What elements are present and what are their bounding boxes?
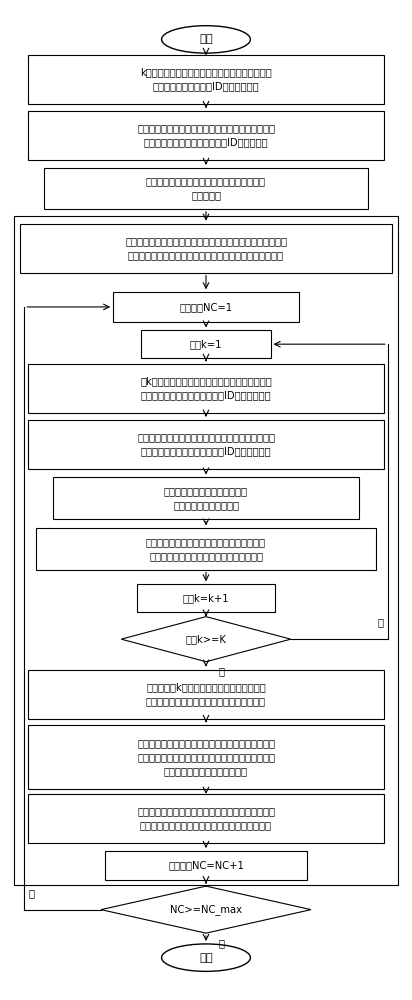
Polygon shape (121, 617, 291, 662)
Text: 目的节点收到前向蚂蚁后产生后向蚂蚁，并携带对应
前向蚂蚁的信息以及中间节点的ID号和路径信息: 目的节点收到前向蚂蚁后产生后向蚂蚁，并携带对应 前向蚂蚁的信息以及中间节点的ID… (137, 432, 275, 456)
FancyBboxPatch shape (28, 794, 384, 843)
Text: 是: 是 (218, 667, 224, 677)
Text: 源节点收到k只后向蚂蚁后产生决策蚂蚁，并
计算每条路径的总传输速率，选出最优的路径: 源节点收到k只后向蚂蚁后产生决策蚂蚁，并 计算每条路径的总传输速率，选出最优的路… (146, 682, 266, 706)
Text: 第k只前向蚂蚁从源节点出发使用混合蚂群算法进
行路由发现，并记录经过节点的ID号和路径信息: 第k只前向蚂蚁从源节点出发使用混合蚂群算法进 行路由发现，并记录经过节点的ID号… (140, 376, 272, 400)
Text: 是: 是 (218, 938, 224, 948)
Ellipse shape (162, 944, 250, 971)
FancyBboxPatch shape (113, 292, 299, 322)
FancyBboxPatch shape (28, 725, 384, 789)
Text: 迭代次数NC=NC+1: 迭代次数NC=NC+1 (168, 861, 244, 871)
FancyBboxPatch shape (28, 364, 384, 413)
FancyBboxPatch shape (20, 224, 392, 273)
Polygon shape (101, 886, 311, 933)
Text: 否: 否 (378, 617, 384, 627)
FancyBboxPatch shape (28, 420, 384, 469)
Text: 后向蚂蚁沿着对应于前向蚂蚁的路径反向返回
源节点，并对路径上的信息素进行局部更新: 后向蚂蚁沿着对应于前向蚂蚁的路径反向返回 源节点，并对路径上的信息素进行局部更新 (146, 537, 266, 561)
Text: NC>=NC_max: NC>=NC_max (170, 904, 242, 915)
FancyBboxPatch shape (53, 477, 359, 519)
Text: k値前向蚂蚁从源节点出发初始化随机建立路由方
案，并记录经过节点的ID号和路径信息: k値前向蚂蚁从源节点出发初始化随机建立路由方 案，并记录经过节点的ID号和路径信… (140, 68, 272, 92)
Text: 开始: 开始 (199, 34, 213, 44)
FancyBboxPatch shape (28, 670, 384, 719)
Text: 后向蚂蚁使用贪婪算法进行节点发射功率和链
路速率分配: 后向蚂蚁使用贪婪算法进行节点发射功率和链 路速率分配 (146, 176, 266, 200)
Text: 后向蚂蚁使用贪婪算法进行节点
发射功率和链路速率分配: 后向蚂蚁使用贪婪算法进行节点 发射功率和链路速率分配 (164, 486, 248, 510)
Text: 开始: 开始 (199, 953, 213, 963)
Text: 后向蚂蚁沿着对应于前向蚂蚁的路径反向返回源节点，并根据
节点发射功率和链路速率对路径上各链路的信息素进行更新: 后向蚂蚁沿着对应于前向蚂蚁的路径反向返回源节点，并根据 节点发射功率和链路速率对… (125, 236, 287, 260)
FancyBboxPatch shape (28, 111, 384, 160)
Text: 蚂蚁k=k+1: 蚂蚁k=k+1 (183, 593, 229, 603)
FancyBboxPatch shape (105, 851, 307, 880)
Text: 决策蚂蚁按记录的路径信息向目的节点运动，并对路
径上的信息素进行全局更新，到达目的节点后消失: 决策蚂蚁按记录的路径信息向目的节点运动，并对路 径上的信息素进行全局更新，到达目… (137, 806, 275, 830)
FancyBboxPatch shape (44, 168, 368, 209)
FancyBboxPatch shape (141, 330, 271, 358)
Text: 否: 否 (28, 888, 34, 898)
Text: 决策蚂蚁使用粒子群算法对混合蚂群算法中的启发因
子、期望启发因子、局部信息素挥发因子和全局信息
素挥发因子四个参赛局进行调整: 决策蚂蚁使用粒子群算法对混合蚂群算法中的启发因 子、期望启发因子、局部信息素挥发… (137, 738, 275, 776)
Text: 迭代次数NC=1: 迭代次数NC=1 (180, 302, 232, 312)
FancyBboxPatch shape (36, 528, 376, 570)
FancyBboxPatch shape (137, 584, 275, 612)
Ellipse shape (162, 26, 250, 53)
FancyBboxPatch shape (28, 55, 384, 104)
Text: 目的节点接收到前向蚂蚁后产生后向蚂蚁，并携带对
应前向蚂蚁的信息以及中间节点ID和路径信息: 目的节点接收到前向蚂蚁后产生后向蚂蚁，并携带对 应前向蚂蚁的信息以及中间节点ID… (137, 123, 275, 147)
Text: 蚂蚁k>=K: 蚂蚁k>=K (185, 634, 227, 644)
Text: 蚂蚁k=1: 蚂蚁k=1 (190, 339, 222, 349)
